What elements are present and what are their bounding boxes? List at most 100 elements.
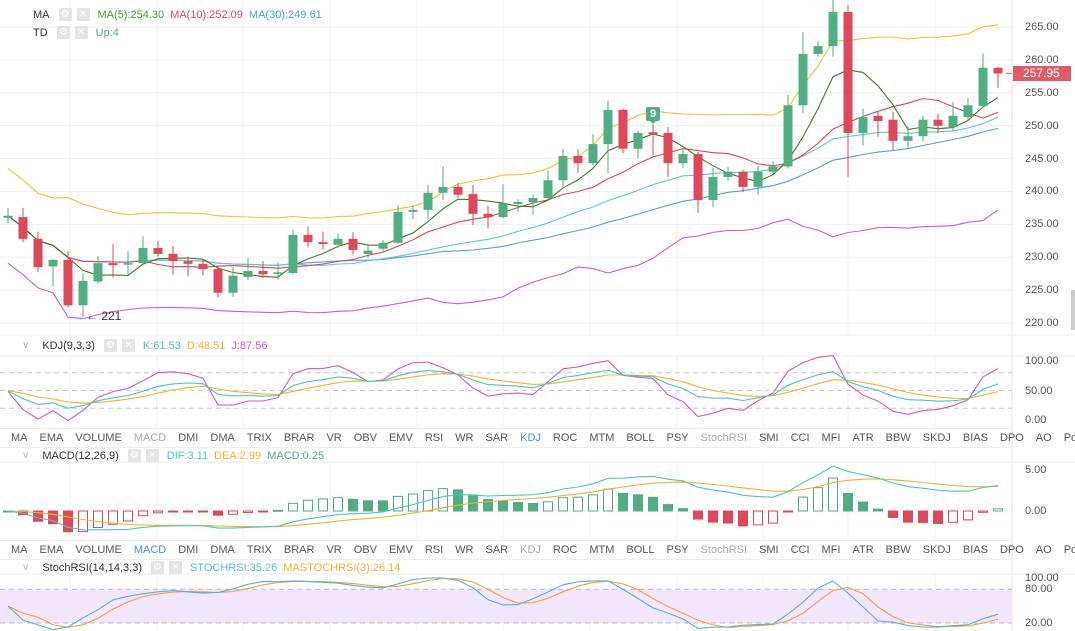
chevron-down-icon[interactable]: ∨	[22, 340, 30, 351]
close-icon[interactable]: ✕	[169, 561, 182, 574]
tab-boll[interactable]: BOLL	[626, 544, 655, 556]
tab-emv[interactable]: EMV	[388, 544, 413, 556]
tab-stochrsi[interactable]: StochRSI	[700, 544, 748, 556]
tab-mfi[interactable]: MFI	[821, 544, 841, 556]
tab-ao[interactable]: AO	[1035, 544, 1052, 556]
tab-wr[interactable]: WR	[455, 432, 474, 444]
tab-ema[interactable]: EMA	[39, 544, 64, 556]
gear-icon[interactable]: ⚙	[103, 339, 117, 352]
tab-volume[interactable]: VOLUME	[75, 432, 122, 444]
tab-brar[interactable]: BRAR	[283, 544, 315, 556]
legend-value: D:48.51	[186, 339, 226, 352]
macd-histogram-bar	[723, 510, 733, 524]
tab-smi[interactable]: SMI	[759, 432, 779, 444]
axis-tick-label: 5.00	[1025, 464, 1047, 476]
low-price-annotation: ← 221	[86, 309, 122, 323]
tab-psy[interactable]: PSY	[666, 432, 689, 444]
kdj-d-line	[7, 373, 999, 404]
candle-body	[693, 153, 703, 201]
gear-icon[interactable]: ⚙	[56, 26, 70, 39]
tab-trix[interactable]: TRIX	[246, 544, 272, 556]
tab-dma[interactable]: DMA	[210, 432, 235, 444]
tab-psy[interactable]: PSY	[666, 544, 689, 556]
macd-histogram-bar	[198, 510, 208, 513]
tab-stochrsi[interactable]: StochRSI	[700, 432, 748, 444]
tab-position[interactable]: Position	[1063, 544, 1075, 556]
candle-body	[108, 263, 118, 266]
tab-dpo[interactable]: DPO	[999, 432, 1024, 444]
tab-atr[interactable]: ATR	[852, 544, 874, 556]
tab-kdj[interactable]: KDJ	[520, 432, 541, 444]
close-icon[interactable]: ✕	[121, 339, 135, 352]
tab-bias[interactable]: BIAS	[962, 544, 988, 556]
tab-cci[interactable]: CCI	[790, 432, 810, 444]
close-icon[interactable]: ✕	[145, 449, 159, 462]
tab-kdj[interactable]: KDJ	[520, 544, 541, 556]
tab-ema[interactable]: EMA	[39, 432, 64, 444]
tab-mtm[interactable]: MTM	[589, 544, 615, 556]
macd-histogram-bar	[663, 504, 673, 512]
tab-ma[interactable]: MA	[11, 544, 28, 556]
tab-macd[interactable]: MACD	[133, 544, 167, 556]
tab-macd[interactable]: MACD	[133, 432, 167, 444]
tab-skdj[interactable]: SKDJ	[922, 544, 951, 556]
tab-ao[interactable]: AO	[1035, 432, 1052, 444]
tab-obv[interactable]: OBV	[353, 544, 377, 556]
tab-sar[interactable]: SAR	[485, 544, 509, 556]
scrollbar[interactable]	[1071, 290, 1075, 330]
tab-boll[interactable]: BOLL	[626, 432, 655, 444]
macd-histogram-bar	[888, 510, 898, 518]
tab-roc[interactable]: ROC	[552, 432, 578, 444]
tab-bbw[interactable]: BBW	[885, 544, 911, 556]
candle-body	[813, 46, 823, 54]
macd-histogram-bar	[333, 497, 343, 512]
stochrsi-legend: ∨ StochRSI(14,14,3,3) ⚙ ✕ STOCHRSI:35.26…	[22, 561, 400, 574]
gear-icon[interactable]: ⚙	[151, 561, 164, 574]
chevron-down-icon[interactable]: ∨	[22, 562, 30, 573]
tab-roc[interactable]: ROC	[552, 544, 578, 556]
chevron-down-icon[interactable]: ∨	[22, 450, 30, 461]
tab-volume[interactable]: VOLUME	[75, 544, 122, 556]
td-legend-name: TD	[33, 26, 48, 39]
candle-body	[723, 171, 733, 177]
tab-atr[interactable]: ATR	[852, 432, 874, 444]
tab-mtm[interactable]: MTM	[589, 432, 615, 444]
tab-bbw[interactable]: BBW	[885, 432, 911, 444]
tab-ma[interactable]: MA	[11, 432, 28, 444]
mastochrsi-line	[7, 577, 999, 629]
tab-cci[interactable]: CCI	[790, 544, 810, 556]
tab-emv[interactable]: EMV	[388, 432, 413, 444]
gear-icon[interactable]: ⚙	[58, 8, 72, 21]
tab-brar[interactable]: BRAR	[283, 432, 315, 444]
tab-rsi[interactable]: RSI	[424, 544, 444, 556]
tab-dpo[interactable]: DPO	[999, 544, 1024, 556]
candle-body	[138, 248, 148, 264]
axis-tick-label: 265.00	[1025, 21, 1059, 33]
tab-wr[interactable]: WR	[455, 544, 474, 556]
candle-body	[543, 180, 553, 199]
tab-trix[interactable]: TRIX	[246, 432, 272, 444]
tab-vr[interactable]: VR	[326, 544, 342, 556]
tab-obv[interactable]: OBV	[353, 432, 377, 444]
tab-dmi[interactable]: DMI	[178, 544, 199, 556]
candle-body	[618, 109, 628, 149]
candle-body	[858, 117, 868, 133]
candle-body	[933, 119, 943, 126]
tab-sar[interactable]: SAR	[485, 432, 509, 444]
macd-histogram-bar	[903, 510, 913, 523]
tab-bias[interactable]: BIAS	[962, 432, 988, 444]
tab-mfi[interactable]: MFI	[821, 432, 841, 444]
tab-vr[interactable]: VR	[326, 432, 342, 444]
tab-skdj[interactable]: SKDJ	[922, 432, 951, 444]
axis-tick-label: 240.00	[1025, 185, 1059, 198]
close-icon[interactable]: ✕	[76, 8, 90, 21]
tab-rsi[interactable]: RSI	[424, 432, 444, 444]
tab-smi[interactable]: SMI	[759, 544, 779, 556]
candle-body	[348, 238, 358, 250]
tab-dmi[interactable]: DMI	[178, 432, 199, 444]
close-icon[interactable]: ✕	[74, 26, 88, 39]
tab-dma[interactable]: DMA	[210, 544, 235, 556]
tab-position[interactable]: Position	[1063, 432, 1075, 444]
gear-icon[interactable]: ⚙	[127, 449, 141, 462]
